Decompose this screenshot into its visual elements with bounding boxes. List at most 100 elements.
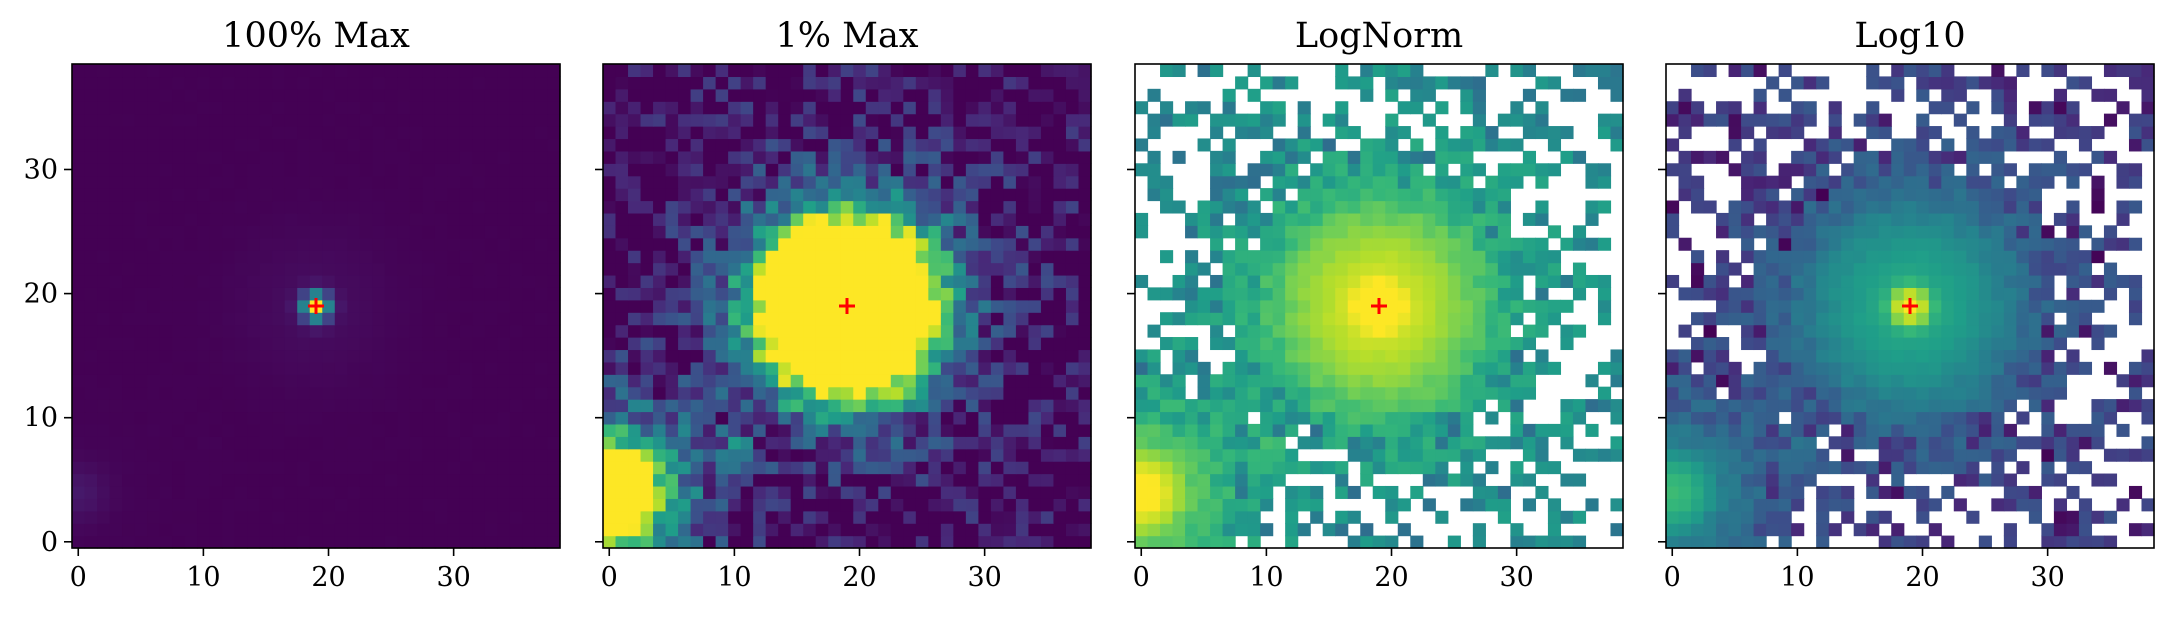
heatmap-cell [903, 511, 916, 524]
heatmap-cell [1435, 449, 1448, 462]
heatmap-cell [1248, 89, 1261, 102]
heatmap-cell [1373, 213, 1386, 226]
heatmap-cell [460, 424, 473, 437]
heatmap-cell [422, 275, 435, 288]
heatmap-cell [1854, 275, 1867, 288]
heatmap-cell [347, 138, 360, 151]
heatmap-cell [828, 126, 841, 139]
heatmap-cell [1991, 374, 2004, 387]
heatmap-cell [916, 250, 929, 263]
heatmap-cell [753, 64, 766, 77]
heatmap-cell [1854, 312, 1867, 325]
heatmap-cell [1285, 337, 1298, 350]
heatmap-cell [641, 114, 654, 127]
heatmap-cell [1185, 436, 1198, 449]
heatmap-cell [1223, 486, 1236, 499]
heatmap-cell [1548, 523, 1561, 536]
heatmap-cell [147, 474, 160, 487]
heatmap-cell [1053, 101, 1066, 114]
heatmap-cell [1185, 511, 1198, 524]
heatmap-cell [510, 424, 523, 437]
heatmap-cell [1535, 201, 1548, 214]
heatmap-cell [1729, 312, 1742, 325]
heatmap-cell [1548, 312, 1561, 325]
heatmap-cell [110, 250, 123, 263]
heatmap-cell [510, 374, 523, 387]
heatmap-cell [1310, 498, 1323, 511]
heatmap-cell [2141, 349, 2154, 362]
heatmap-cell [891, 114, 904, 127]
heatmap-cell [941, 176, 954, 189]
heatmap-cell [728, 312, 741, 325]
heatmap-cell [1335, 474, 1348, 487]
heatmap-cell [1473, 213, 1486, 226]
heatmap-cell [816, 511, 829, 524]
heatmap-cell [122, 287, 135, 300]
heatmap-cell [285, 399, 298, 412]
heatmap-cell [297, 287, 310, 300]
heatmap-cell [803, 176, 816, 189]
heatmap-cell [791, 312, 804, 325]
heatmap-cell [728, 349, 741, 362]
heatmap-cell [1498, 188, 1511, 201]
heatmap-cell [297, 263, 310, 276]
heatmap-cell [160, 374, 173, 387]
heatmap-cell [778, 163, 791, 176]
heatmap-cell [1323, 213, 1336, 226]
heatmap-cell [1148, 374, 1161, 387]
heatmap-cell [1016, 138, 1029, 151]
heatmap-cell [372, 138, 385, 151]
heatmap-cell [841, 337, 854, 350]
heatmap-cell [1816, 325, 1829, 338]
heatmap-cell [1410, 151, 1423, 164]
heatmap-cell [472, 449, 485, 462]
heatmap-cell [160, 436, 173, 449]
heatmap-cell [1385, 238, 1398, 251]
heatmap-cell [510, 312, 523, 325]
heatmap-cell [2054, 436, 2067, 449]
heatmap-cell [941, 424, 954, 437]
heatmap-cell [335, 536, 348, 549]
heatmap-cell [1160, 250, 1173, 263]
heatmap-cell [1198, 387, 1211, 400]
heatmap-cell [1891, 536, 1904, 549]
heatmap-cell [1298, 225, 1311, 238]
heatmap-cell [1916, 337, 1929, 350]
heatmap-cell [422, 511, 435, 524]
heatmap-cell [1053, 76, 1066, 89]
heatmap-cell [703, 436, 716, 449]
heatmap-cell [1766, 275, 1779, 288]
heatmap-cell [1053, 424, 1066, 437]
heatmap-cell [1398, 349, 1411, 362]
heatmap-cell [335, 461, 348, 474]
heatmap-cell [1791, 449, 1804, 462]
heatmap-cell [1373, 461, 1386, 474]
heatmap-cell [1160, 411, 1173, 424]
heatmap-cell [260, 64, 273, 77]
heatmap-cell [1423, 362, 1436, 375]
heatmap-cell [691, 114, 704, 127]
heatmap-cell [110, 523, 123, 536]
heatmap-cell [1410, 486, 1423, 499]
heatmap-cell [1210, 325, 1223, 338]
heatmap-cell [1285, 498, 1298, 511]
heatmap-cell [322, 300, 335, 313]
heatmap-cell [1866, 337, 1879, 350]
heatmap-cell [1285, 176, 1298, 189]
heatmap-cell [1335, 176, 1348, 189]
heatmap-cell [828, 89, 841, 102]
heatmap-cell [185, 498, 198, 511]
heatmap-cell [310, 201, 323, 214]
heatmap-cell [197, 374, 210, 387]
heatmap-cell [716, 312, 729, 325]
heatmap-cell [653, 138, 666, 151]
heatmap-cell [1248, 449, 1261, 462]
heatmap-cell [703, 486, 716, 499]
heatmap-cell [1891, 275, 1904, 288]
heatmap-cell [472, 536, 485, 549]
heatmap-cell [2041, 263, 2054, 276]
heatmap-cell [766, 76, 779, 89]
heatmap-cell [2079, 312, 2092, 325]
heatmap-cell [1716, 498, 1729, 511]
heatmap-cell [753, 536, 766, 549]
